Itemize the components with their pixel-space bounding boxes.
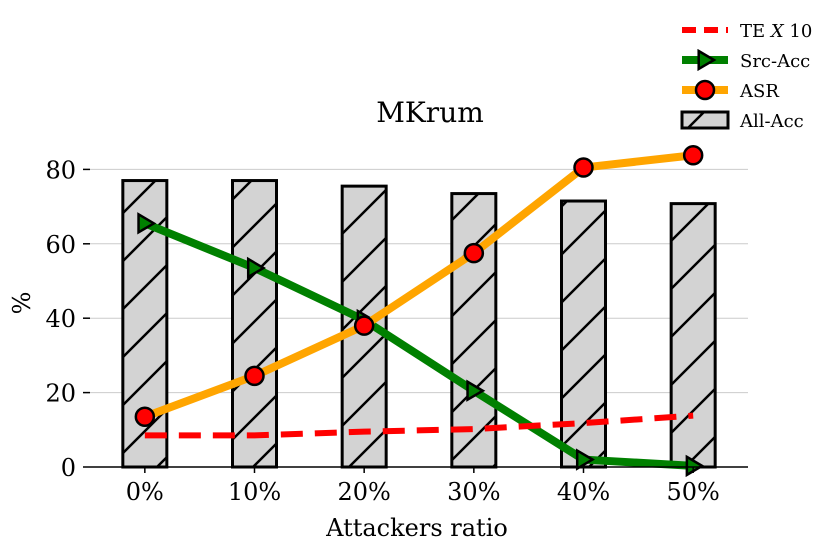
x-tick-label: 20%	[337, 478, 390, 506]
bar-hatch	[669, 202, 717, 469]
legend-label-te-x-10: TE X 10	[740, 21, 812, 42]
x-tick-label: 50%	[666, 478, 719, 506]
point-asr	[573, 157, 594, 178]
legend-marker-src-acc	[697, 48, 717, 72]
legend-marker-asr	[694, 79, 716, 101]
point-asr	[463, 242, 485, 264]
x-tick-label: 40%	[557, 478, 610, 506]
bars	[121, 179, 717, 469]
point-src-acc	[246, 256, 266, 280]
x-tick-label: 0%	[126, 478, 164, 506]
y-tick-label: 80	[45, 156, 76, 184]
legend-swatch-hatch	[680, 110, 730, 130]
line-asr	[143, 151, 694, 421]
bar-hatch	[560, 199, 607, 469]
point-src-acc	[137, 212, 157, 235]
y-axis-label: %	[8, 292, 36, 315]
point-asr	[682, 145, 704, 166]
line-src-acc	[143, 219, 694, 470]
point-src-acc	[466, 379, 486, 402]
point-src-acc	[575, 448, 595, 471]
legend: TE X 10 Src-Acc ASR All-Acc	[680, 21, 812, 132]
y-tick-label: 60	[45, 231, 76, 259]
legend-label-all-acc: All-Acc	[739, 111, 804, 132]
legend-label-asr: ASR	[739, 81, 779, 102]
chart-title: MKrum	[376, 96, 484, 129]
x-axis-label: Attackers ratio	[325, 514, 508, 542]
point-asr	[134, 406, 156, 428]
x-tick-label: 30%	[447, 478, 500, 506]
lines	[134, 145, 705, 478]
bar-hatch	[231, 179, 278, 469]
y-tick-label: 40	[45, 305, 76, 333]
axes: 0 20 40 60 80 0% 10% 20% 30% 40% 50%	[45, 156, 748, 506]
point-src-acc	[685, 454, 705, 478]
legend-label-src-acc: Src-Acc	[740, 51, 810, 72]
point-asr	[244, 365, 265, 387]
line-te-x-10	[144, 412, 694, 439]
y-tick-label: 0	[61, 454, 76, 482]
point-asr	[353, 315, 375, 336]
y-tick-label: 20	[45, 380, 76, 408]
x-tick-label: 10%	[228, 478, 281, 506]
